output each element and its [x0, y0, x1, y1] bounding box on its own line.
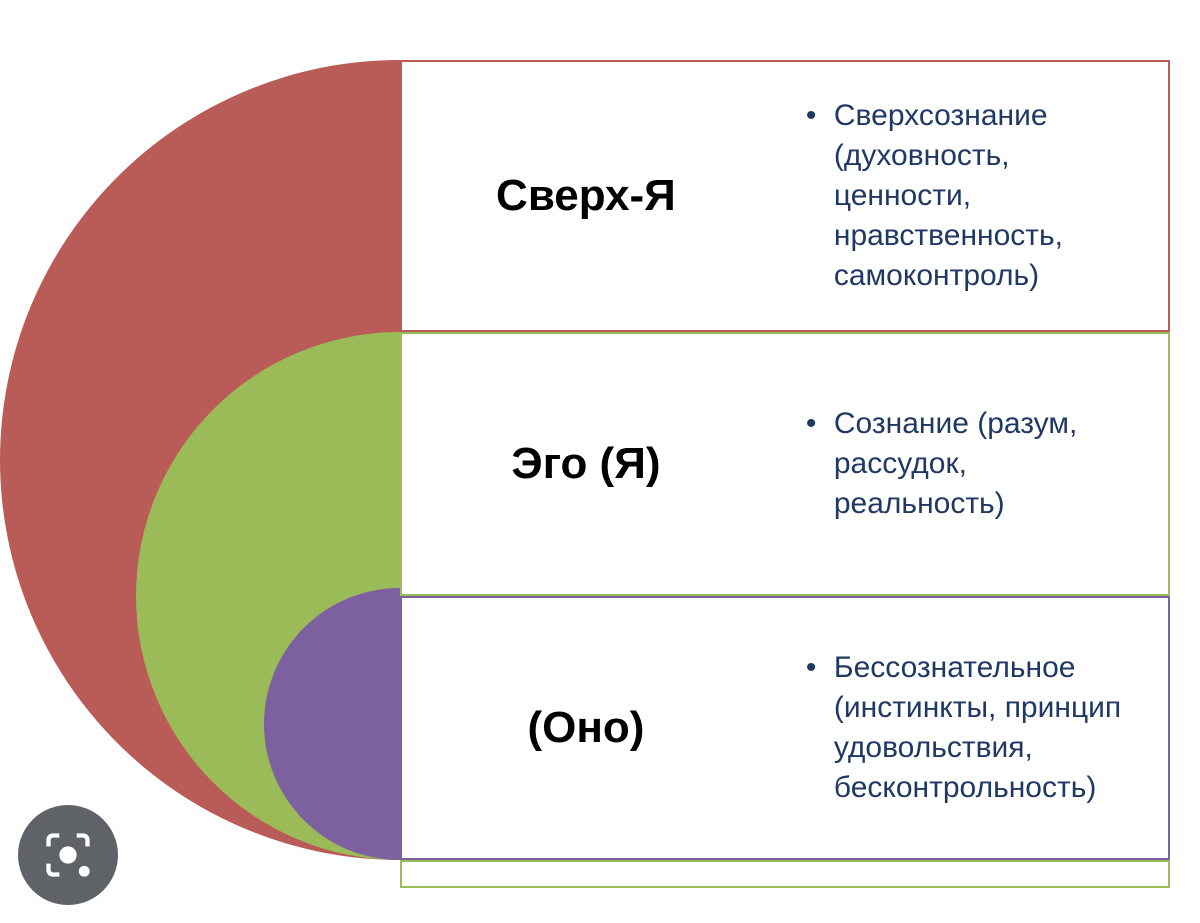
row-title: Сверх-Я — [402, 62, 770, 330]
row-id: (Оно) Бессознательное (инстинкты, принци… — [400, 596, 1170, 860]
lens-icon — [42, 829, 94, 881]
diagram-canvas: Сверх-Я Сверхсознание (духовность, ценно… — [0, 0, 1200, 923]
image-search-button[interactable] — [18, 805, 118, 905]
row-superego: Сверх-Я Сверхсознание (духовность, ценно… — [400, 60, 1170, 332]
row-title-text: (Оно) — [527, 703, 644, 753]
row-description: Бессознательное (инстинкты, принцип удов… — [770, 598, 1168, 858]
row-title: Эго (Я) — [402, 334, 770, 594]
row-ego: Эго (Я) Сознание (разум, рассудок, реаль… — [400, 332, 1170, 596]
row-title-text: Эго (Я) — [511, 439, 660, 489]
row-description: Сверхсознание (духовность, ценности, нра… — [770, 62, 1168, 330]
row-title: (Оно) — [402, 598, 770, 858]
bottom-bar — [400, 860, 1170, 888]
row-title-text: Сверх-Я — [496, 171, 676, 221]
row-description-text: Сверхсознание (духовность, ценности, нра… — [806, 96, 1128, 296]
row-description-text: Бессознательное (инстинкты, принцип удов… — [806, 648, 1128, 808]
row-description-text: Сознание (разум, рассудок, реальность) — [806, 404, 1128, 524]
row-description: Сознание (разум, рассудок, реальность) — [770, 334, 1168, 594]
